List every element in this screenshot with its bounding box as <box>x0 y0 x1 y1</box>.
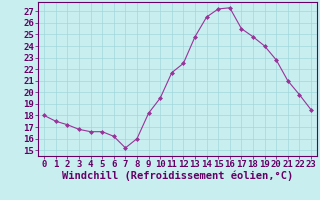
X-axis label: Windchill (Refroidissement éolien,°C): Windchill (Refroidissement éolien,°C) <box>62 171 293 181</box>
